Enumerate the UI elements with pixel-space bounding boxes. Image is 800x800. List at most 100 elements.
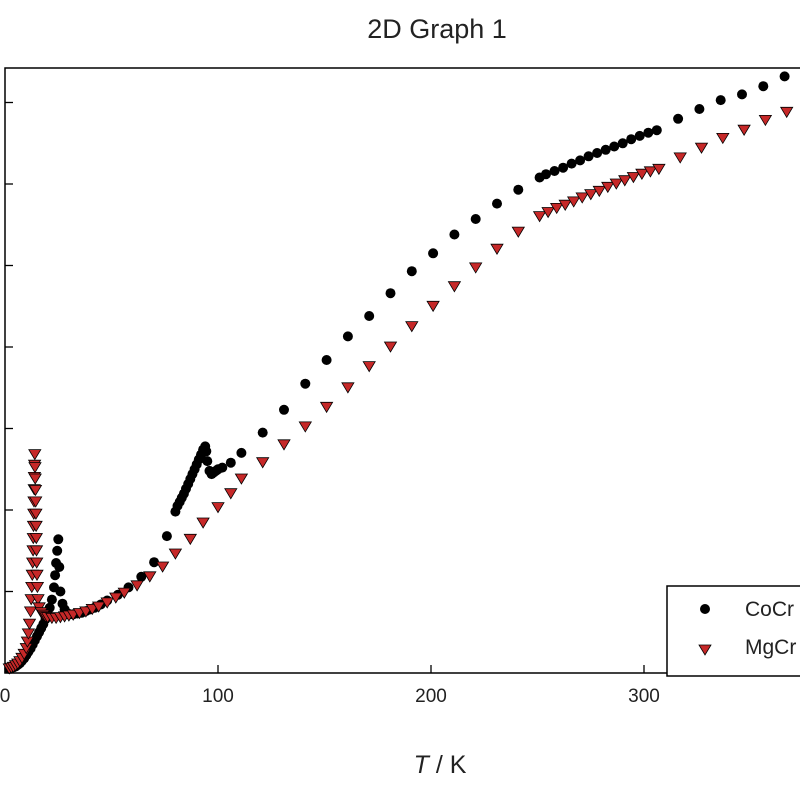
data-point-cocr [364,311,375,321]
data-point-mgcr [29,508,43,520]
data-point-mgcr [758,115,773,127]
data-point-mgcr [447,281,462,293]
data-point-mgcr [130,580,144,592]
x-axis-variable: T [414,751,431,779]
data-point-mgcr [609,178,624,190]
data-point-mgcr [109,592,123,604]
data-point-cocr [449,229,460,240]
data-point-mgcr [168,548,183,560]
data-point-mgcr [575,192,589,204]
data-point-cocr [385,288,396,299]
data-point-mgcr [405,321,419,333]
legend-label-mgcr: MgCr [745,636,796,659]
data-point-mgcr [426,300,440,313]
data-point-cocr [549,166,560,176]
data-point-mgcr [100,597,114,609]
data-point-cocr [55,586,66,597]
data-point-mgcr [30,582,45,594]
data-point-cocr [558,162,569,173]
data-point-mgcr [155,561,170,573]
data-point-cocr [673,113,684,124]
data-point-mgcr [23,606,38,618]
legend-marker-cocr [700,604,710,614]
data-point-mgcr [673,152,687,164]
data-point-cocr [715,95,726,106]
y-axis-ticks [5,101,13,593]
data-point-mgcr [383,341,398,353]
data-point-mgcr [626,172,641,184]
data-point-mgcr [255,457,270,469]
data-point-cocr [541,169,551,180]
legend-marker-mgcr [698,644,712,656]
data-point-cocr [737,89,747,100]
data-point-cocr [470,214,481,224]
data-point-cocr [634,130,645,141]
data-series [2,71,794,675]
data-point-cocr [566,158,577,169]
data-point-cocr [342,331,353,342]
series-mgcr [2,106,794,675]
data-point-mgcr [468,262,483,274]
data-point-cocr [575,155,586,166]
data-point-mgcr [319,401,334,414]
data-point-cocr [321,355,332,365]
data-point-mgcr [234,473,249,485]
data-point-mgcr [716,133,730,145]
data-point-cocr [779,71,790,82]
data-point-cocr [626,134,637,145]
data-point-mgcr [592,185,607,198]
data-point-cocr [694,104,705,114]
data-point-mgcr [29,533,44,545]
data-point-cocr [217,462,228,473]
data-point-mgcr [28,449,42,461]
data-point-cocr [236,447,247,458]
series-cocr [4,71,790,674]
data-point-cocr [513,184,524,195]
data-point-cocr [202,456,213,467]
data-point-mgcr [490,243,504,255]
data-point-mgcr [511,226,526,238]
data-point-mgcr [196,517,210,529]
data-point-cocr [225,457,236,468]
data-point-cocr [161,531,172,542]
data-point-cocr [149,557,160,568]
data-point-cocr [617,138,628,149]
x-axis-label: T / K [414,751,467,779]
data-point-cocr [52,545,63,556]
data-point-cocr [201,446,212,457]
data-point-cocr [583,151,594,162]
x-tick-label: 0 [0,686,10,707]
data-point-mgcr [618,175,632,187]
data-point-cocr [600,144,611,155]
data-point-mgcr [29,520,43,533]
data-point-mgcr [549,203,564,215]
data-point-mgcr [28,496,43,508]
data-point-cocr [609,141,620,152]
x-tick-label: 200 [415,686,447,707]
data-point-mgcr [117,587,132,599]
data-point-mgcr [362,361,376,373]
data-point-cocr [758,81,769,92]
data-point-mgcr [584,189,598,201]
data-point-mgcr [277,439,291,451]
data-point-mgcr [298,421,313,433]
legend-label-cocr: CoCr [745,598,794,621]
data-point-mgcr [566,196,581,208]
data-point-cocr [592,148,603,158]
data-point-mgcr [652,163,666,176]
data-point-cocr [300,378,311,389]
chart-title: 2D Graph 1 [367,14,507,44]
data-point-mgcr [28,473,42,485]
data-point-mgcr [224,488,238,500]
data-point-mgcr [211,502,225,514]
data-point-mgcr [694,142,709,154]
data-point-mgcr [22,618,37,630]
x-axis-unit: / K [429,751,467,779]
data-point-cocr [50,570,61,581]
data-point-mgcr [31,594,45,606]
data-point-cocr [54,562,65,572]
legend-box [666,585,800,677]
data-point-cocr [492,198,502,209]
data-point-cocr [651,125,662,136]
